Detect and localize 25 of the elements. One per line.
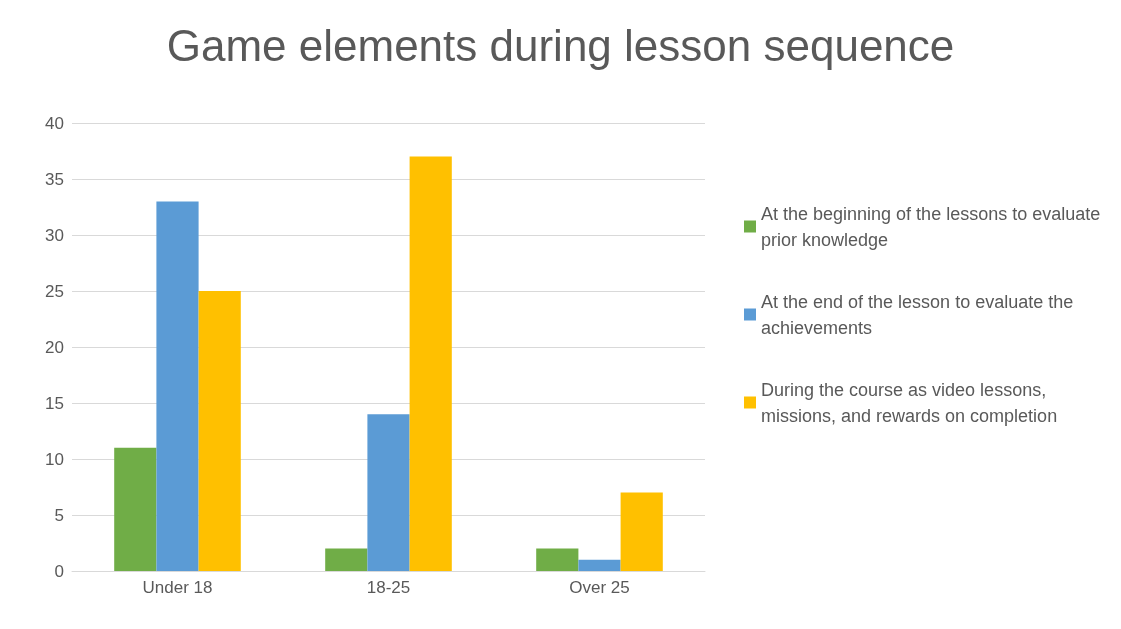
y-tick-label: 5: [54, 505, 64, 525]
y-tick-label: 15: [45, 393, 64, 413]
y-tick-label: 10: [45, 449, 64, 469]
legend-label: At the beginning of the lessons to evaluate prior knowledge: [761, 203, 1106, 250]
x-tick-label: Under 18: [142, 578, 213, 597]
y-tick-label: 35: [45, 169, 64, 189]
bar: [325, 548, 368, 571]
y-tick-label: 25: [45, 281, 64, 301]
y-tick-label: 30: [45, 225, 64, 245]
legend-label: At the end of the lesson to evaluate the achievements: [761, 291, 1079, 338]
bar: [198, 291, 241, 571]
bar: [367, 414, 410, 571]
legend-label: During the course as video lessons, missions, and rewards on completion: [761, 379, 1058, 426]
y-tick-label: 40: [45, 113, 64, 133]
x-tick-label: Over 25: [569, 578, 630, 597]
x-tick-label: 18-25: [366, 578, 411, 597]
bar: [409, 156, 452, 571]
bar: [114, 447, 157, 571]
y-tick-label: 20: [45, 337, 64, 357]
chart-title: Game elements during lesson sequence: [166, 20, 955, 70]
bar: [156, 201, 199, 571]
bar: [578, 559, 621, 571]
y-tick-label: 0: [54, 561, 64, 581]
bar: [620, 492, 663, 571]
bar: [536, 548, 579, 571]
